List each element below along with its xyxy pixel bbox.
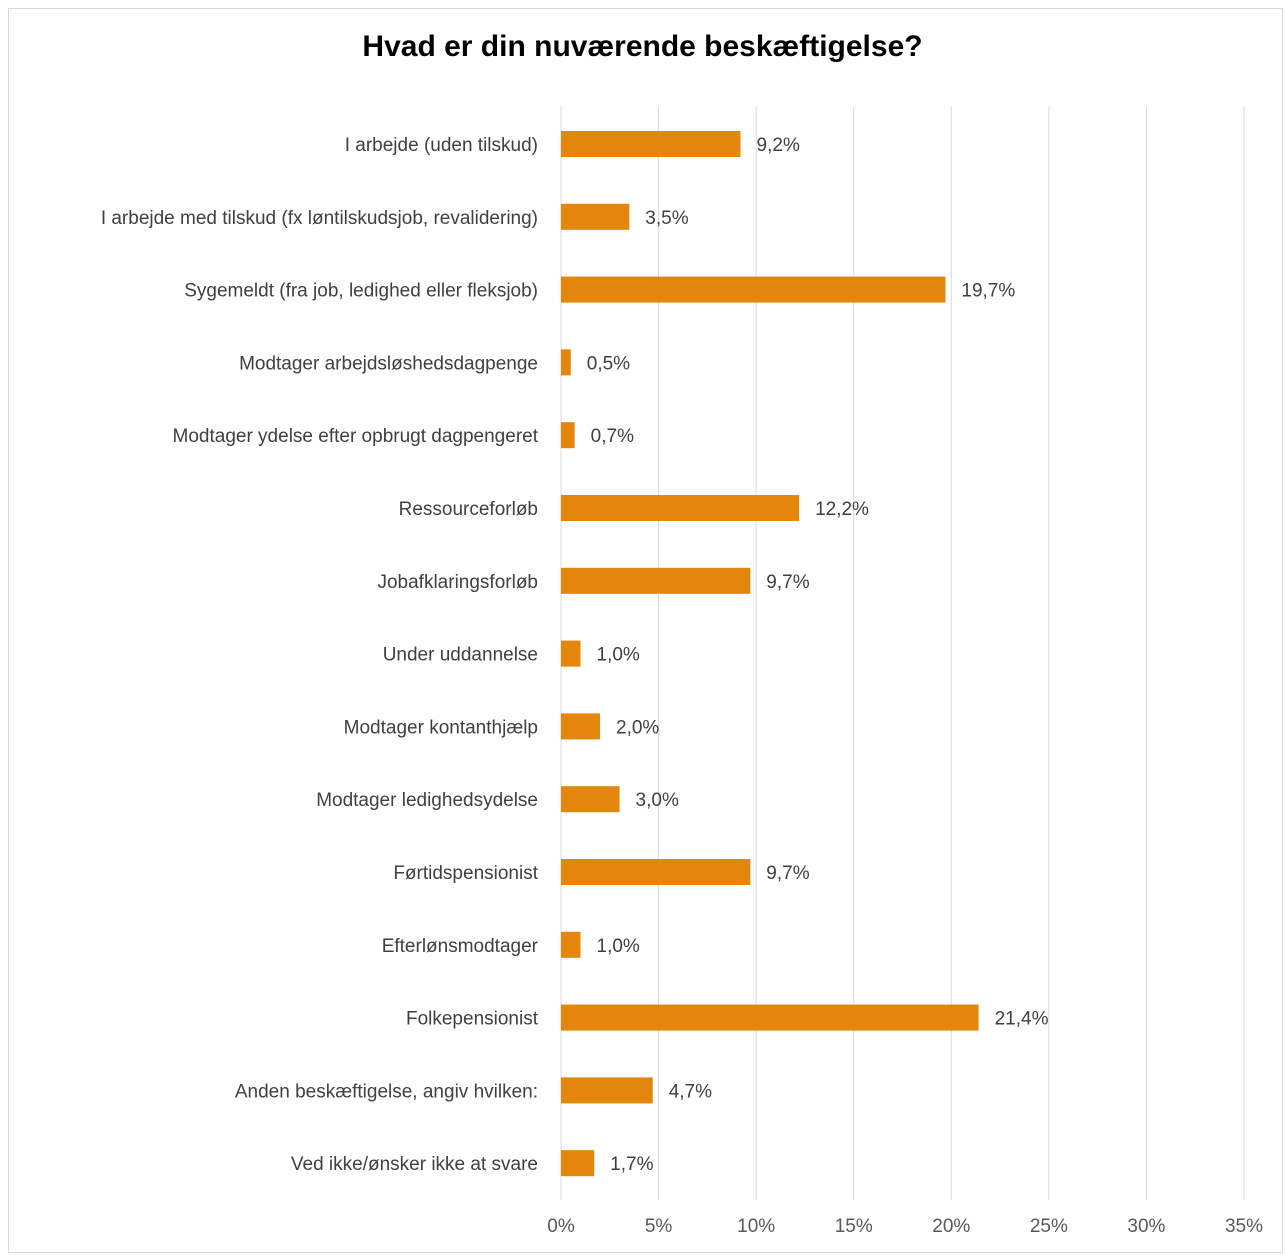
- x-tick-label: 25%: [1030, 1216, 1068, 1237]
- x-tick-label: 10%: [737, 1216, 775, 1237]
- category-label: Modtager kontanthjælp: [344, 717, 538, 738]
- category-label: Jobafklaringsforløb: [377, 572, 538, 593]
- bar: [561, 567, 751, 594]
- category-label: Under uddannelse: [383, 645, 538, 666]
- data-label: 9,7%: [766, 572, 809, 593]
- bar: [561, 1077, 653, 1104]
- data-label: 3,0%: [636, 790, 679, 811]
- bar: [561, 931, 581, 958]
- bar: [561, 203, 630, 230]
- data-label: 1,7%: [610, 1154, 653, 1175]
- data-label: 9,2%: [757, 135, 800, 156]
- data-label: 12,2%: [815, 499, 869, 520]
- chart-frame: [8, 8, 1283, 1253]
- category-label: I arbejde med tilskud (fx løntilskudsjob…: [101, 208, 538, 229]
- bar: [561, 1004, 979, 1031]
- category-label: Modtager ydelse efter opbrugt dagpengere…: [173, 426, 539, 447]
- bars: [561, 131, 979, 1177]
- data-label: 3,5%: [645, 208, 688, 229]
- data-label: 0,5%: [587, 353, 630, 374]
- value-labels: 9,2% 3,5% 19,7% 0,5% 0,7% 12,2% 9,7% 1,0% 2,0% 3,…: [587, 135, 1049, 1175]
- category-label: Modtager ledighedsydelse: [316, 790, 538, 811]
- data-label: 0,7%: [591, 426, 634, 447]
- data-label: 1,0%: [597, 645, 640, 666]
- chart-title: Hvad er din nuværende beskæftigelse?: [362, 30, 923, 63]
- x-tick-label: 20%: [932, 1216, 970, 1237]
- bar: [561, 495, 800, 521]
- x-tick-label: 5%: [645, 1216, 673, 1237]
- category-label: Modtager arbejdsløshedsdagpenge: [239, 353, 538, 374]
- category-label: Sygemeldt (fra job, ledighed eller fleks…: [184, 281, 538, 302]
- category-label: Ved ikke/ønsker ikke at svare: [291, 1154, 538, 1175]
- data-label: 9,7%: [766, 863, 809, 884]
- category-label: Efterlønsmodtager: [382, 936, 539, 957]
- category-labels: I arbejde (uden tilskud) I arbejde med ti…: [101, 135, 539, 1175]
- data-label: 2,0%: [616, 717, 659, 738]
- bar: [561, 276, 946, 303]
- data-label: 1,0%: [597, 936, 640, 957]
- category-label: Ressourceforløb: [399, 499, 538, 520]
- bar: [561, 422, 575, 449]
- bar: [561, 713, 601, 740]
- x-tick-label: 35%: [1225, 1216, 1263, 1237]
- bar: [561, 1150, 595, 1177]
- category-label: Anden beskæftigelse, angiv hvilken:: [235, 1081, 538, 1102]
- data-label: 19,7%: [961, 281, 1015, 302]
- data-label: 21,4%: [995, 1009, 1049, 1030]
- bar: [561, 131, 741, 157]
- bar: [561, 640, 581, 667]
- x-tick-label: 0%: [547, 1216, 575, 1237]
- gridlines: [560, 107, 1245, 1200]
- x-axis-ticks: 0% 5% 10% 15% 20% 25% 30% 35%: [547, 1216, 1263, 1237]
- category-label: Folkepensionist: [406, 1009, 539, 1030]
- bar: [561, 349, 571, 376]
- bar: [561, 786, 620, 813]
- category-label: Førtidspensionist: [393, 863, 538, 884]
- category-label: I arbejde (uden tilskud): [345, 135, 538, 156]
- x-tick-label: 15%: [835, 1216, 873, 1237]
- x-tick-label: 30%: [1127, 1216, 1165, 1237]
- bar: [561, 859, 751, 885]
- data-label: 4,7%: [669, 1081, 712, 1102]
